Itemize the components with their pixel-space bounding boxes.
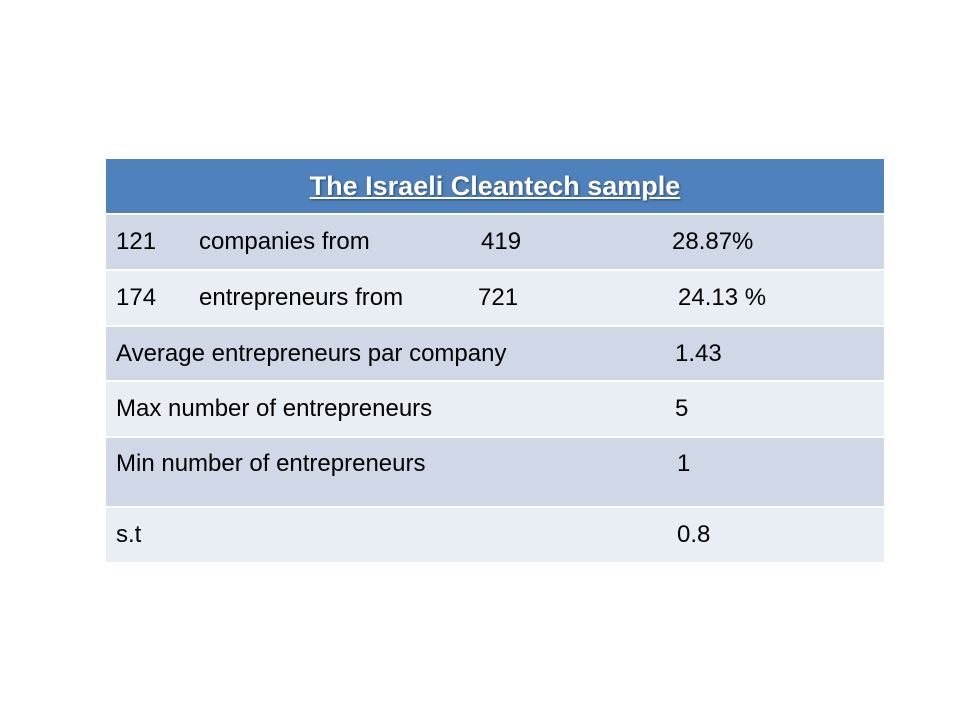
entrepreneurs-total: 721 [478, 284, 519, 311]
companies-percent: 28.87% [672, 228, 754, 255]
companies-count: 121 [116, 228, 157, 255]
min-value: 1 [677, 450, 691, 477]
table-row-st: s.t 0.8 [106, 508, 884, 562]
entrepreneurs-label: entrepreneurs from [199, 284, 404, 311]
table-row-min: Min number of entrepreneurs 1 [106, 438, 884, 508]
table-title: The Israeli Cleantech sample [309, 170, 681, 201]
average-label: Average entrepreneurs par company [116, 339, 507, 367]
table-row-companies: 121 companies from 419 28.87% [106, 215, 884, 271]
table-row-entrepreneurs: 174 entrepreneurs from 721 24.13 % [106, 271, 884, 327]
max-value: 5 [675, 395, 689, 422]
entrepreneurs-percent: 24.13 % [678, 284, 767, 311]
st-value: 0.8 [677, 521, 711, 548]
min-label: Min number of entrepreneurs [116, 450, 426, 477]
max-label: Max number of entrepreneurs [116, 395, 433, 422]
entrepreneurs-count: 174 [116, 284, 157, 311]
average-value: 1.43 [675, 339, 722, 367]
table-row-max: Max number of entrepreneurs 5 [106, 382, 884, 438]
st-label: s.t [116, 521, 142, 548]
table-header: The Israeli Cleantech sample [106, 159, 884, 215]
table-row-average: Average entrepreneurs par company 1.43 [106, 327, 884, 382]
cleantech-sample-table: The Israeli Cleantech sample 121 compani… [106, 159, 884, 562]
companies-total: 419 [481, 228, 522, 255]
companies-label: companies from [199, 228, 370, 255]
